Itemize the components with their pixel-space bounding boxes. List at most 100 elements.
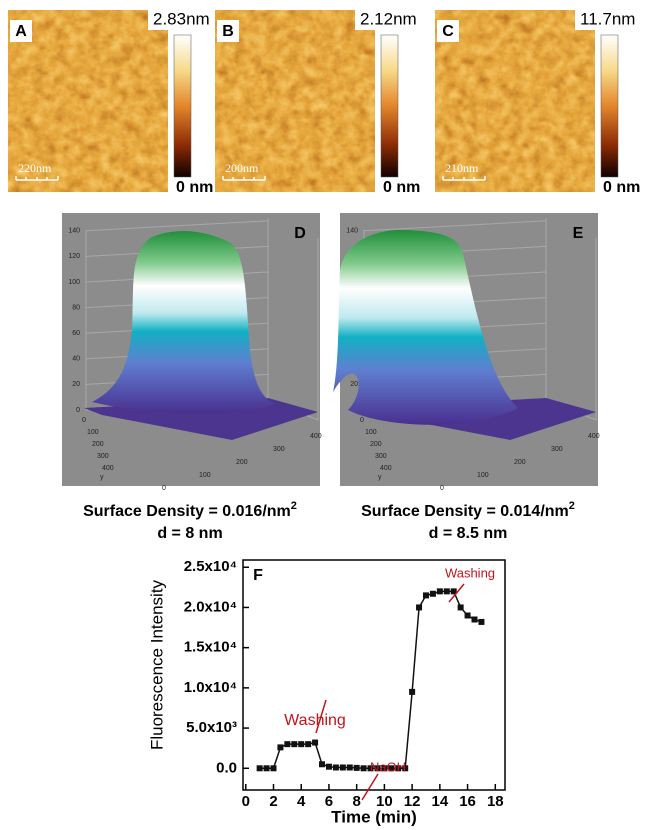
colorbar-min: 0 nm <box>603 179 640 196</box>
x-tick-label: 400 <box>588 433 600 440</box>
z-tick-label: 0 <box>76 407 80 414</box>
y-tick-label: 1.0x10⁴ <box>184 679 237 696</box>
y-tick-label: 200 <box>370 441 382 448</box>
y-tick-label: 0 <box>360 417 364 424</box>
y-tick-label: 100 <box>87 429 99 436</box>
figure: A2.83nm0 nm220nmB2.12nm0 nm200nmC11.7nm0… <box>0 0 651 830</box>
data-point <box>458 604 464 610</box>
data-point <box>270 765 276 771</box>
x-tick-label: 0 <box>242 793 250 810</box>
data-point <box>423 592 429 598</box>
data-point <box>347 764 353 770</box>
x-tick-label: 200 <box>236 459 248 466</box>
data-point <box>333 764 339 770</box>
x-tick-label: 100 <box>477 472 489 479</box>
x-tick-label: 100 <box>199 472 211 479</box>
colorbar-min: 0 nm <box>176 179 213 196</box>
data-point <box>409 689 415 695</box>
data-point <box>340 764 346 770</box>
data-point <box>298 741 304 747</box>
data-point <box>326 764 332 770</box>
scale-bar-label: 220nm <box>18 161 52 175</box>
y-axis-label: y <box>100 474 104 481</box>
data-point <box>305 741 311 747</box>
data-point <box>291 741 297 747</box>
data-point <box>465 612 471 618</box>
data-point <box>354 765 360 771</box>
data-point <box>361 765 367 771</box>
z-tick-label: 40 <box>72 356 80 363</box>
x-tick-label: 2 <box>269 793 277 810</box>
annotation: Washing <box>445 565 495 580</box>
z-tick-label: 100 <box>68 279 80 286</box>
colorbar <box>381 35 398 177</box>
y-tick-label: 1.5x10⁴ <box>184 639 237 656</box>
x-tick-label: 18 <box>487 793 504 810</box>
y-tick-label: 200 <box>92 441 104 448</box>
x-tick-label: 300 <box>273 446 285 453</box>
x-tick-label: 14 <box>432 793 449 810</box>
chart: 0.0 5.0x10³ 1.0x10⁴ 1.5x10⁴ 2.0x10⁴ 2.5x10⁴ 0 2… <box>147 558 505 826</box>
x-tick-label: 0 <box>440 485 444 492</box>
surface-panel: 0204060801001201400100200300400010020030… <box>62 213 322 542</box>
panel-label: E <box>573 225 584 242</box>
z-tick-label: 140 <box>346 228 358 235</box>
caption-d: d = 8.5 nm <box>429 525 508 542</box>
y-tick-label: 300 <box>97 453 109 460</box>
data-point <box>319 761 325 767</box>
y-tick-label: 100 <box>365 429 377 436</box>
y-axis-label: y <box>378 474 382 481</box>
y-tick-label: 400 <box>380 465 392 472</box>
y-tick-label: 5.0x10³ <box>186 719 237 736</box>
panel-label: B <box>222 23 234 40</box>
y-tick-label: 400 <box>102 465 114 472</box>
y-tick-label: 2.0x10⁴ <box>184 598 237 615</box>
colorbar <box>601 35 618 177</box>
data-point <box>312 740 318 746</box>
caption-text: Surface Density = 0.016/nm <box>83 503 291 520</box>
caption-superscript: 2 <box>291 500 297 512</box>
data-point <box>257 765 263 771</box>
y-tick-label: 0.0 <box>216 759 237 776</box>
colorbar-min: 0 nm <box>383 179 420 196</box>
scale-bar-label: 200nm <box>225 161 259 175</box>
data-point <box>444 588 450 594</box>
x-tick-label: 4 <box>297 793 306 810</box>
z-tick-label: 60 <box>72 330 80 337</box>
caption-text: Surface Density = 0.014/nm <box>361 503 569 520</box>
data-point <box>430 591 436 597</box>
z-tick-label: 20 <box>350 381 358 388</box>
colorbar-max: 2.83nm <box>153 9 210 28</box>
z-tick-label: 120 <box>68 253 80 260</box>
x-tick-label: 300 <box>551 446 563 453</box>
panel-label: F <box>253 567 263 584</box>
caption-superscript: 2 <box>569 500 575 512</box>
data-point <box>478 619 484 625</box>
x-tick-label: 0 <box>162 485 166 492</box>
y-tick-label: 300 <box>375 453 387 460</box>
caption: Surface Density = 0.016/nm2 <box>83 500 297 520</box>
x-tick-label: 16 <box>459 793 476 810</box>
afm-panel: A2.83nm0 nm220nm <box>8 8 213 196</box>
x-tick-label: 200 <box>514 459 526 466</box>
data-point <box>437 588 443 594</box>
y-tick-label: 2.5x10⁴ <box>184 558 237 575</box>
panel-label: C <box>442 23 454 40</box>
colorbar <box>174 35 191 177</box>
y-axis-label: Fluorescence Intensity <box>147 579 166 750</box>
panel-label: D <box>294 225 306 242</box>
z-tick-label: 140 <box>68 228 80 235</box>
caption: Surface Density = 0.014/nm2 <box>361 500 575 520</box>
z-tick-label: 20 <box>72 381 80 388</box>
z-tick-label: 80 <box>72 304 80 311</box>
caption-d: d = 8 nm <box>157 525 222 542</box>
y-tick-label: 0 <box>82 417 86 424</box>
plot-frame <box>243 560 505 790</box>
data-point <box>416 604 422 610</box>
x-tick-label: 400 <box>310 433 322 440</box>
data-point <box>277 744 283 750</box>
data-point <box>284 741 290 747</box>
annotation: NaOH <box>370 759 406 774</box>
